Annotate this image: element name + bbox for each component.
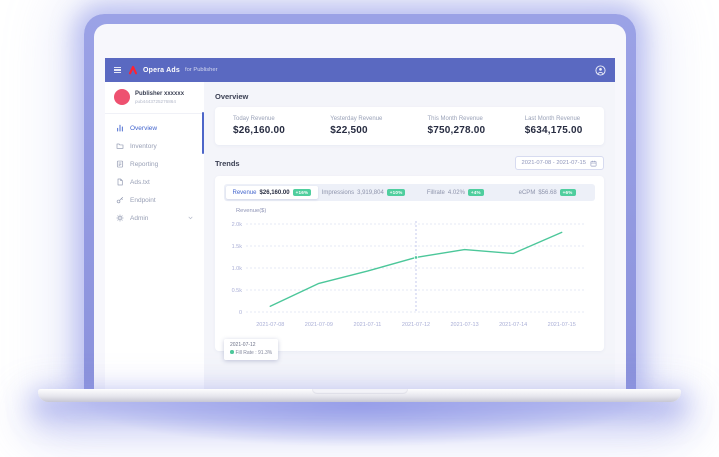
publisher-name: Publisher xxxxxx [135, 91, 185, 97]
opera-ads-logo-icon [128, 65, 138, 75]
tooltip-date: 2021-07-12 [230, 342, 256, 348]
sidebar-item-admin[interactable]: Admin [105, 209, 204, 227]
sidebar-item-label: Overview [130, 124, 158, 132]
sidebar-item-label: Admin [130, 214, 149, 222]
account-button[interactable] [595, 64, 606, 76]
stat-last-month-revenue: Last Month Revenue $634,175.00 [524, 116, 583, 136]
sidebar-item-overview[interactable]: Overview [105, 119, 204, 137]
stat-today-revenue: Today Revenue $26,160.00 [233, 116, 286, 136]
app-topbar: Opera Ads for Publisher [105, 58, 615, 82]
trends-title: Trends [215, 158, 240, 168]
brand-suffix: for Publisher [184, 67, 218, 73]
report-icon [116, 160, 124, 168]
chart-canvas[interactable]: 0 0.5k 1.0k 1.5k 2.0k 2021-07-08 2021-07-09 202… [224, 216, 593, 334]
publisher-id: pub4443725276864 [135, 99, 176, 104]
gear-icon [116, 214, 124, 222]
publisher-profile: Publisher xxxxxx pub4443725276864 [105, 89, 204, 114]
laptop-glow [88, 394, 632, 446]
hamburger-menu-icon[interactable] [114, 66, 121, 74]
stat-this-month-revenue: This Month Revenue $750,278.00 [427, 116, 486, 136]
fillrate-change-badge: +4% [467, 189, 484, 196]
laptop-screen: Opera Ads for Publisher [84, 14, 636, 389]
svg-text:2021-07-08: 2021-07-08 [256, 322, 284, 328]
tab-revenue[interactable]: Revenue $26,160.00 +16% [226, 186, 318, 199]
sidebar-item-reporting[interactable]: Reporting [105, 155, 204, 173]
svg-text:0.5k: 0.5k [232, 288, 243, 294]
impressions-change-badge: +10% [386, 189, 406, 196]
sidebar-item-endpoint[interactable]: Endpoint [105, 191, 204, 209]
svg-text:2021-07-09: 2021-07-09 [305, 322, 333, 328]
svg-text:2021-07-12: 2021-07-12 [402, 322, 430, 328]
svg-text:2021-07-15: 2021-07-15 [548, 322, 576, 328]
metric-tabs: Revenue $26,160.00 +16% Impressions 3,91… [224, 184, 595, 201]
tab-fillrate[interactable]: Fillrate 4.02% +4% [410, 186, 502, 199]
overview-title: Overview [215, 92, 249, 101]
sidebar-menu: Overview Inventory [105, 114, 204, 227]
series-dot-icon [230, 350, 234, 354]
svg-text:0: 0 [239, 310, 242, 316]
laptop-bezel: Opera Ads for Publisher [94, 24, 626, 389]
chevron-down-icon [188, 216, 193, 220]
user-icon [595, 64, 606, 76]
sidebar-scrollbar[interactable] [201, 112, 204, 154]
svg-text:2021-07-13: 2021-07-13 [451, 322, 479, 328]
sidebar: Publisher xxxxxx pub4443725276864 Overvi… [105, 82, 204, 389]
dashboard-icon [117, 124, 123, 132]
sidebar-item-label: Endpoint [130, 196, 156, 204]
date-range-picker[interactable]: 2021-07-08 - 2021-07-15 [514, 156, 604, 170]
laptop-base-notch [311, 389, 408, 394]
tab-ecpm[interactable]: eCPM $56.68 +6% [501, 186, 593, 199]
trends-card: Revenue $26,160.00 +16% Impressions 3,91… [215, 176, 604, 360]
endpoint-icon [116, 196, 124, 204]
svg-text:2021-07-11: 2021-07-11 [354, 322, 382, 328]
ecpm-change-badge: +6% [559, 189, 576, 196]
main-content: Overview Today Revenue $26,160.00 Yester… [204, 82, 615, 389]
calendar-icon [590, 160, 597, 166]
stat-yesterday-revenue: Yesterday Revenue $22,500 [330, 116, 383, 136]
date-range-value: 2021-07-08 - 2021-07-15 [521, 160, 586, 166]
sidebar-item-label: Inventory [130, 142, 157, 150]
sidebar-item-adstxt[interactable]: Ads.txt [105, 173, 204, 191]
folder-icon [116, 143, 124, 149]
y-axis-title: Revenue($) [236, 208, 267, 214]
sidebar-item-inventory[interactable]: Inventory [105, 137, 204, 155]
trend-chart: Revenue($) 0 0.5k 1.0k 1.5k 2.0k 2021-07-08 20… [224, 208, 595, 360]
laptop-base [38, 389, 681, 402]
tooltip-value: Fill Rate : 91.3% [235, 349, 273, 356]
revenue-change-badge: +16% [292, 189, 312, 196]
tab-impressions[interactable]: Impressions 3,919,804 +10% [318, 186, 410, 199]
chart-tooltip: 2021-07-12 Fill Rate : 91.3% [224, 339, 279, 360]
sidebar-item-label: Reporting [130, 160, 159, 168]
svg-text:1.0k: 1.0k [232, 266, 243, 272]
svg-text:2021-07-14: 2021-07-14 [499, 322, 527, 328]
avatar [114, 89, 130, 105]
svg-text:2.0k: 2.0k [232, 222, 243, 228]
dashboard-app: Opera Ads for Publisher [105, 58, 615, 389]
sidebar-item-label: Ads.txt [130, 178, 150, 186]
revenue-summary-card: Today Revenue $26,160.00 Yesterday Reven… [215, 107, 604, 145]
brand-name: Opera Ads [143, 66, 180, 74]
svg-text:1.5k: 1.5k [232, 244, 243, 250]
file-icon [117, 178, 123, 186]
